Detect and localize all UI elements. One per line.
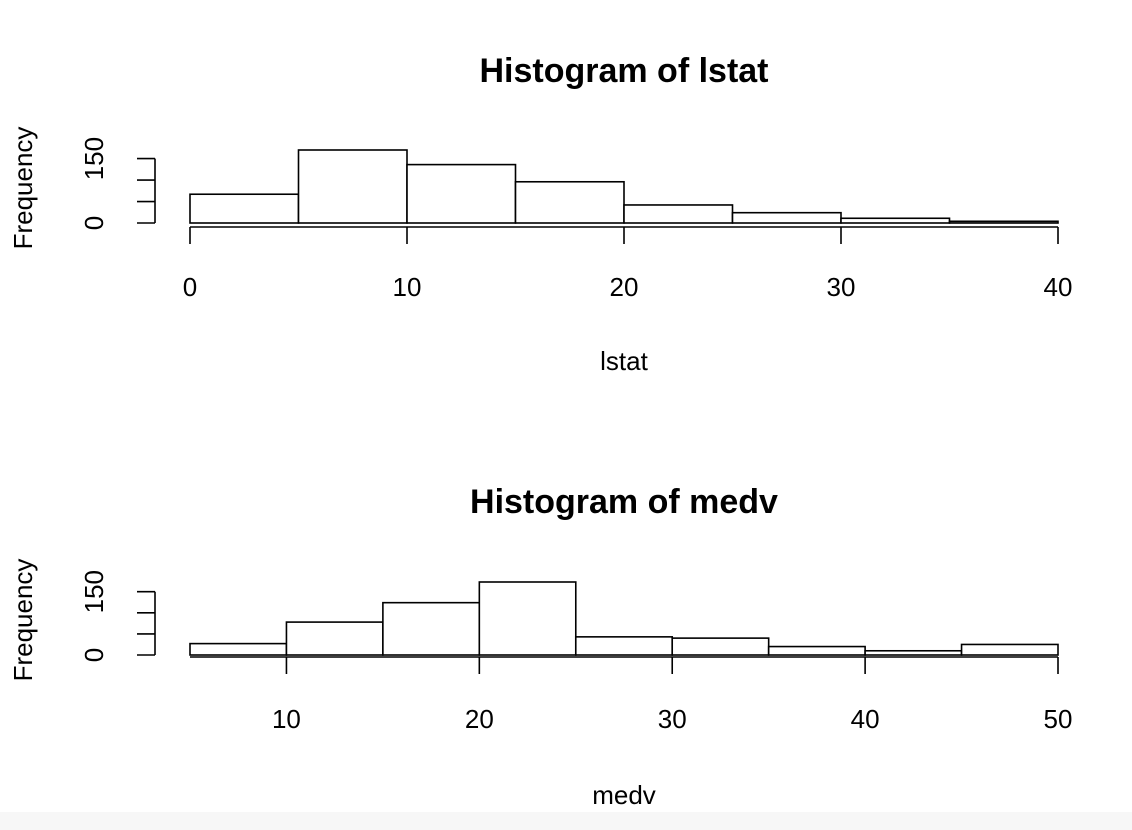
x-axis: 0 10 20 30 40 [183, 226, 1073, 302]
y-tick-label: 150 [79, 137, 109, 180]
x-axis-label: lstat [600, 346, 648, 376]
histogram-bar [623, 204, 734, 224]
histogram-bar [382, 601, 481, 656]
histogram-bar [514, 180, 625, 224]
chart-title: Histogram of lstat [479, 52, 768, 90]
histogram-bar [297, 149, 408, 224]
histogram-bar [285, 621, 384, 656]
histogram-bar [574, 636, 674, 656]
histogram-bar [189, 193, 300, 224]
y-tick-label: 0 [79, 216, 109, 230]
histogram-bar [960, 643, 1059, 656]
histogram-bar [671, 637, 770, 656]
histogram-bar [189, 642, 288, 656]
x-tick-label: 20 [610, 272, 639, 302]
bars-group [189, 581, 1059, 656]
y-axis-label: Frequency [8, 559, 38, 682]
histogram-bar [840, 217, 951, 224]
x-tick-label: 10 [272, 704, 301, 734]
bars-group [189, 149, 1059, 224]
histogram-bar [948, 220, 1059, 224]
x-tick-label: 50 [1044, 704, 1073, 734]
x-tick-label: 0 [183, 272, 197, 302]
x-tick-label: 30 [658, 704, 687, 734]
y-axis: 0 150 [79, 137, 156, 230]
chart-title: Histogram of medv [470, 483, 778, 521]
x-axis: 10 20 30 40 50 [190, 656, 1073, 734]
x-tick-label: 30 [827, 272, 856, 302]
x-axis-label: medv [592, 780, 656, 810]
y-tick-label: 0 [79, 648, 109, 662]
x-tick-label: 40 [851, 704, 880, 734]
histogram-bar [406, 163, 517, 224]
y-tick-label: 150 [79, 570, 109, 613]
histogram-medv: Histogram of medv 10 20 30 40 50 0 150 medv F… [8, 483, 1072, 810]
histogram-bar [767, 645, 866, 656]
window-bottom-strip [0, 812, 1132, 830]
y-axis-label: Frequency [8, 127, 38, 250]
x-tick-label: 20 [465, 704, 494, 734]
x-tick-label: 40 [1044, 272, 1073, 302]
x-tick-label: 10 [393, 272, 422, 302]
histogram-bar [478, 581, 577, 656]
histogram-bar [864, 649, 963, 656]
y-axis: 0 150 [79, 570, 156, 662]
histogram-bar [731, 211, 842, 224]
